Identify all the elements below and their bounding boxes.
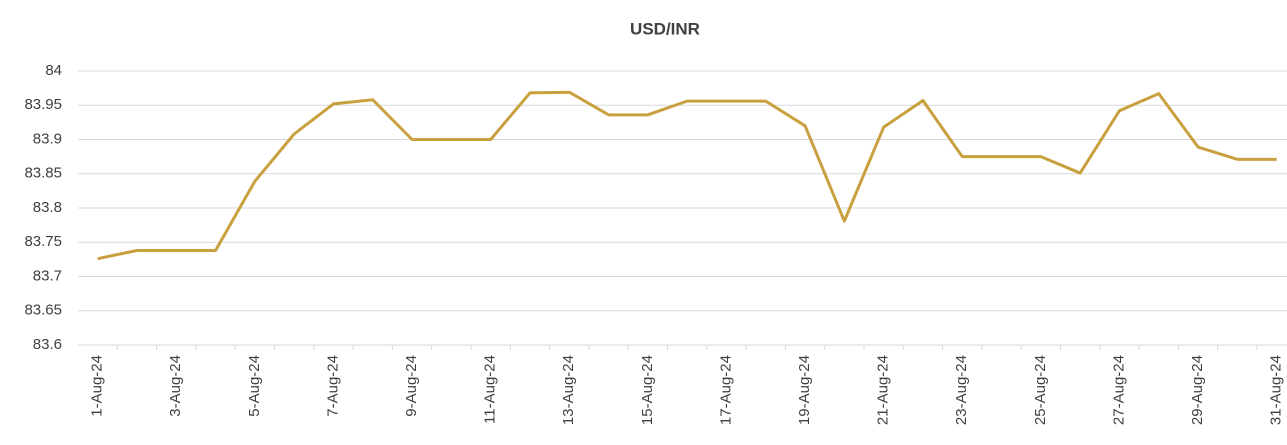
y-tick-label: 83.6 (33, 336, 62, 353)
x-tick-label: 21-Aug-24 (875, 355, 892, 425)
y-tick-label: 83.75 (24, 233, 62, 250)
x-tick-label: 27-Aug-24 (1110, 355, 1127, 425)
y-tick-label: 83.65 (24, 302, 62, 319)
line-series (97, 90, 1277, 261)
x-tick-label: 17-Aug-24 (717, 355, 734, 425)
x-tick-label: 31-Aug-24 (1268, 355, 1285, 425)
x-tick-label: 25-Aug-24 (1032, 355, 1049, 425)
x-tick-label: 11-Aug-24 (482, 355, 499, 424)
chart-title: USD/INR (630, 19, 700, 38)
y-tick-label: 83.8 (33, 199, 62, 216)
x-tick-label: 15-Aug-24 (639, 355, 656, 425)
x-tick-label: 23-Aug-24 (953, 355, 970, 425)
x-tick-label: 9-Aug-24 (403, 355, 420, 417)
y-tick-label: 84 (45, 62, 62, 79)
x-tick-label: 5-Aug-24 (246, 355, 263, 417)
y-tick-label: 83.95 (24, 96, 62, 113)
y-tick-label: 83.9 (33, 130, 62, 147)
x-tick-label: 29-Aug-24 (1189, 355, 1206, 425)
x-tick-label: 13-Aug-24 (560, 355, 577, 425)
x-tick-label: 3-Aug-24 (167, 355, 184, 417)
x-tick-label: 1-Aug-24 (89, 355, 106, 417)
x-tick-label: 19-Aug-24 (796, 355, 813, 425)
x-tick-label: 7-Aug-24 (324, 355, 341, 417)
y-tick-label: 83.7 (33, 267, 62, 284)
y-tick-label: 83.85 (24, 165, 62, 182)
